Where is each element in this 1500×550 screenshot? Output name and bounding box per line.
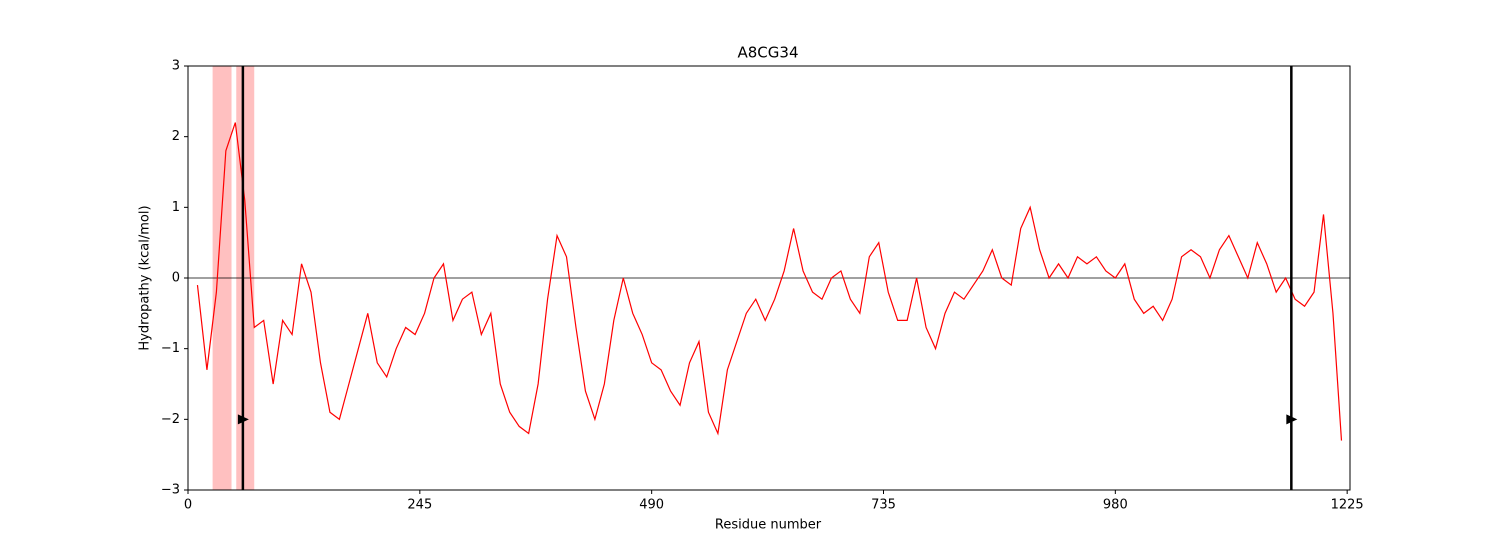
x-tick-label: 735: [871, 498, 896, 513]
y-axis-label: Hydropathy (kcal/mol): [138, 205, 153, 350]
x-tick-label: 0: [184, 498, 192, 513]
y-tick-label: 1: [172, 200, 180, 215]
x-tick-label: 1225: [1331, 498, 1364, 513]
x-tick-label: 980: [1103, 498, 1128, 513]
x-tick-label: 490: [639, 498, 664, 513]
y-tick-label: 0: [172, 271, 180, 286]
x-tick-label: 245: [407, 498, 432, 513]
y-tick-label: 3: [172, 59, 180, 74]
y-tick-label: 2: [172, 129, 180, 144]
y-tick-label: −1: [161, 341, 180, 356]
x-axis-label: Residue number: [715, 518, 822, 533]
y-tick-label: −3: [161, 483, 180, 498]
data-line: [196, 122, 1343, 441]
y-tick-label: −2: [161, 412, 180, 427]
marker-arrow: [237, 414, 249, 425]
chart-title: A8CG34: [738, 44, 799, 62]
marker-arrow: [1286, 414, 1298, 425]
